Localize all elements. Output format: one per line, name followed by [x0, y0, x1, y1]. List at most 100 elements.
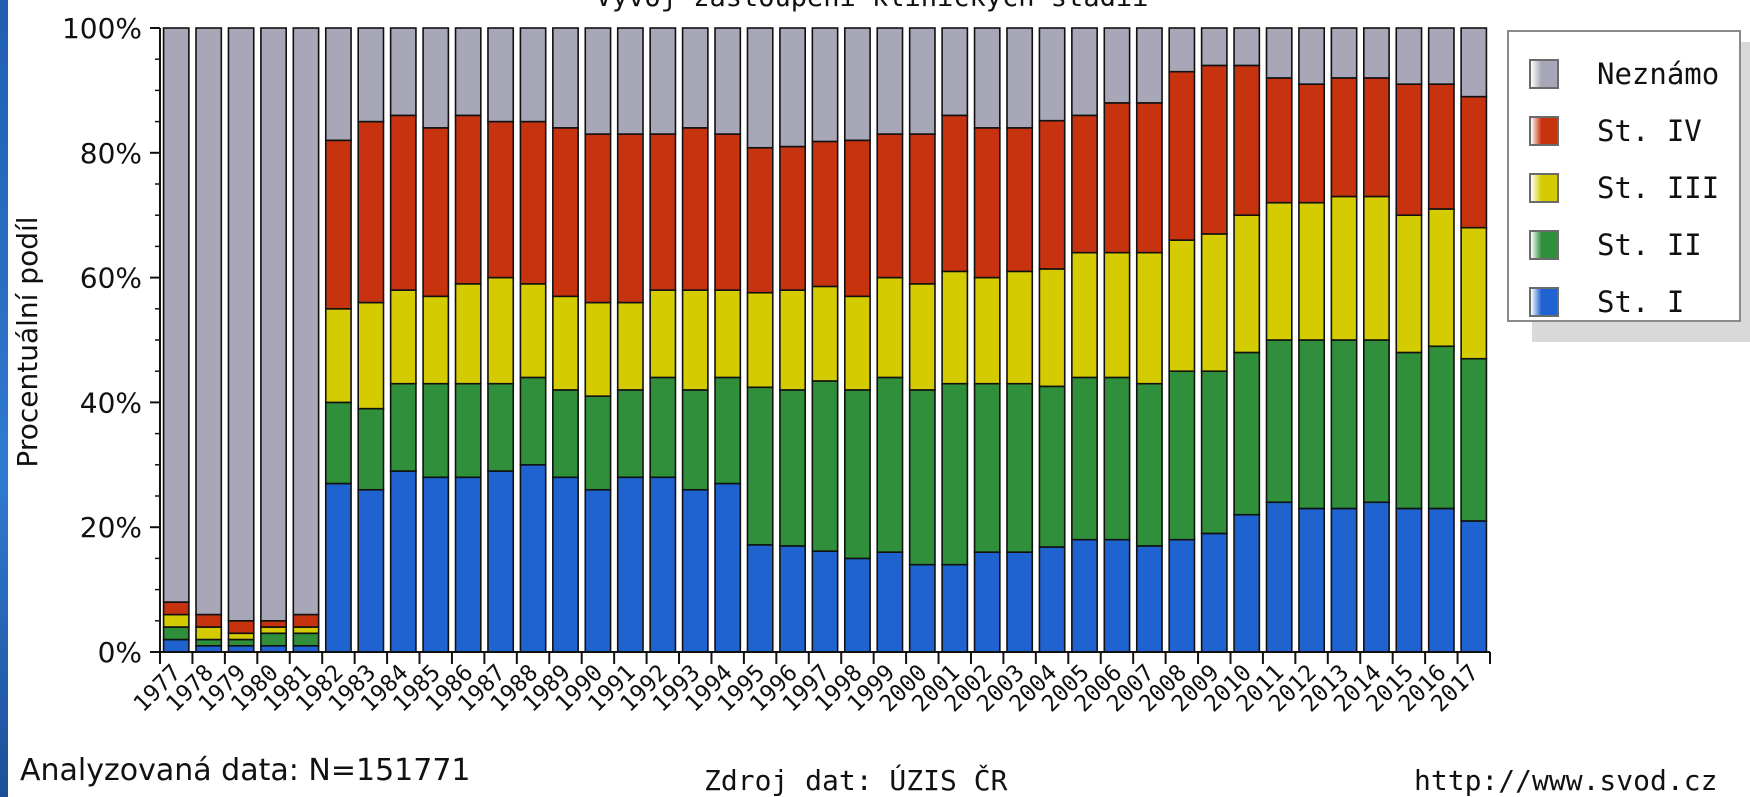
- bar-segment-1989-nezn-mo: [552, 27, 579, 129]
- bar-segment-1996-st-ii: [779, 389, 807, 547]
- bar-segment-2014-st-i: [1363, 501, 1390, 653]
- bar-segment-2001-st-iv: [941, 114, 969, 273]
- bar-segment-2017-st-ii: [1460, 357, 1488, 522]
- bar-segment-1986-st-ii: [454, 382, 482, 479]
- bar-segment-2003-st-iii: [1006, 270, 1034, 385]
- bar-segment-2012-st-iii: [1298, 201, 1326, 341]
- bar-segment-2014-nezn-mo: [1363, 27, 1390, 79]
- bar-segment-2003-nezn-mo: [1006, 27, 1034, 129]
- legend-label: St. II: [1597, 228, 1702, 262]
- bar-segment-2010-nezn-mo: [1233, 27, 1261, 67]
- bar-segment-2006-st-iii: [1103, 251, 1131, 379]
- bar-segment-1977-nezn-mo: [162, 27, 190, 603]
- bar-segment-1978-st-iv: [195, 613, 223, 628]
- bar-segment-2013-st-ii: [1330, 339, 1358, 510]
- bar-segment-1988-st-iii: [519, 283, 547, 379]
- bar-segment-1985-st-i: [422, 476, 450, 653]
- plot-area: 0%20%40%60%80%100%1977197819791980198119…: [62, 12, 1491, 717]
- bar-segment-1987-st-iv: [487, 120, 515, 279]
- bar-segment-1998-st-i: [843, 557, 871, 653]
- bar-segment-1988-st-iv: [519, 120, 547, 285]
- bar-segment-1986-nezn-mo: [454, 27, 482, 117]
- bar-segment-2009-st-iii: [1200, 233, 1228, 372]
- bar-segment-2007-st-iii: [1135, 251, 1163, 385]
- bar-segment-1995-st-iv: [746, 146, 774, 294]
- bar-segment-1990-st-iii: [584, 301, 612, 397]
- bar-segment-2016-st-iii: [1427, 208, 1455, 348]
- bar-segment-2005-st-iv: [1071, 114, 1098, 254]
- bar-segment-2013-st-iii: [1330, 195, 1358, 341]
- bar-segment-2002-st-ii: [973, 382, 1001, 553]
- bar-segment-1983-st-iv: [357, 120, 385, 304]
- bar-segment-1978-nezn-mo: [195, 27, 223, 616]
- bar-segment-2009-st-ii: [1200, 370, 1228, 535]
- bar-segment-2007-st-iv: [1135, 102, 1163, 254]
- bar-segment-2013-nezn-mo: [1330, 27, 1358, 79]
- bar-segment-1982-st-i: [324, 482, 352, 653]
- bar-segment-1993-st-iii: [681, 289, 709, 391]
- bar-segment-2004-nezn-mo: [1038, 27, 1066, 122]
- bar-segment-1996-nezn-mo: [779, 27, 807, 148]
- bar-segment-1999-st-iii: [876, 276, 904, 379]
- bar-segment-2005-st-i: [1071, 538, 1098, 653]
- bar-segment-1991-st-iii: [616, 301, 644, 391]
- bar-segment-2001-st-iii: [941, 270, 969, 385]
- bar-segment-1977-st-iii: [162, 613, 190, 628]
- bar-segment-1986-st-i: [454, 476, 482, 653]
- bar-segment-2009-nezn-mo: [1200, 27, 1228, 67]
- bar-segment-1991-st-i: [616, 476, 644, 653]
- bar-segment-1994-st-ii: [714, 376, 742, 485]
- bar-segment-2000-st-i: [908, 563, 936, 653]
- bar-segment-1999-st-iv: [876, 133, 904, 279]
- bar-segment-2010-st-iv: [1233, 64, 1261, 216]
- bar-segment-2006-st-iv: [1103, 102, 1131, 254]
- bar-segment-2010-st-ii: [1233, 351, 1261, 516]
- bar-segment-1980-nezn-mo: [260, 27, 287, 622]
- bar-segment-2011-st-ii: [1265, 339, 1293, 504]
- bar-segment-2004-st-iii: [1038, 268, 1066, 388]
- bar-segment-1983-st-ii: [357, 407, 385, 491]
- bar-segment-2002-st-iv: [973, 127, 1001, 279]
- bar-segment-2014-st-iv: [1363, 77, 1390, 198]
- bar-segment-2017-st-iv: [1460, 95, 1488, 229]
- bar-segment-2006-st-ii: [1103, 376, 1131, 541]
- bar-segment-1992-st-ii: [649, 376, 677, 479]
- source-url[interactable]: http://www.svod.cz: [1414, 764, 1718, 797]
- bar-segment-1993-nezn-mo: [681, 27, 709, 129]
- bar-segment-2000-st-ii: [908, 389, 936, 566]
- legend: Neznámo St. IV St. III St. II St. I: [1507, 30, 1741, 322]
- y-tick-label: 100%: [62, 12, 142, 45]
- bar-segment-2013-st-iv: [1330, 77, 1358, 198]
- bar-segment-2012-st-iv: [1298, 83, 1326, 204]
- bar-segment-2012-st-ii: [1298, 339, 1326, 510]
- bar-segment-2003-st-iv: [1006, 127, 1034, 273]
- bar-segment-2005-nezn-mo: [1071, 27, 1098, 117]
- legend-swatch: [1529, 230, 1559, 260]
- bar-segment-1997-st-ii: [811, 380, 839, 552]
- legend-swatch: [1529, 173, 1559, 203]
- y-tick-label: 80%: [80, 137, 142, 170]
- bar-segment-2008-nezn-mo: [1168, 27, 1196, 73]
- bar-segment-1978-st-ii: [195, 638, 223, 647]
- bar-segment-1992-nezn-mo: [649, 27, 677, 135]
- bar-segment-2015-st-iii: [1395, 214, 1423, 354]
- bar-segment-1983-st-iii: [357, 301, 385, 410]
- bar-segment-1988-st-ii: [519, 376, 547, 466]
- legend-swatch: [1529, 116, 1559, 146]
- bar-segment-2006-nezn-mo: [1103, 27, 1131, 104]
- bar-segment-2012-nezn-mo: [1298, 27, 1326, 85]
- bar-segment-1980-st-iii: [260, 626, 287, 635]
- bar-segment-1997-st-iv: [811, 140, 839, 288]
- bar-segment-2002-st-i: [973, 551, 1001, 653]
- y-tick-label: 40%: [80, 386, 142, 419]
- bar-segment-1987-nezn-mo: [487, 27, 515, 123]
- bar-segment-1994-st-iv: [714, 133, 742, 291]
- bar-segment-1991-st-iv: [616, 133, 644, 304]
- bar-segment-2007-nezn-mo: [1135, 27, 1163, 104]
- bar-segment-2002-st-iii: [973, 276, 1001, 385]
- bar-segment-2004-st-iv: [1038, 119, 1066, 270]
- bar-segment-2000-nezn-mo: [908, 27, 936, 135]
- bar-segment-1991-st-ii: [616, 389, 644, 479]
- bar-segment-1995-st-ii: [746, 386, 774, 546]
- bar-segment-1983-st-i: [357, 488, 385, 653]
